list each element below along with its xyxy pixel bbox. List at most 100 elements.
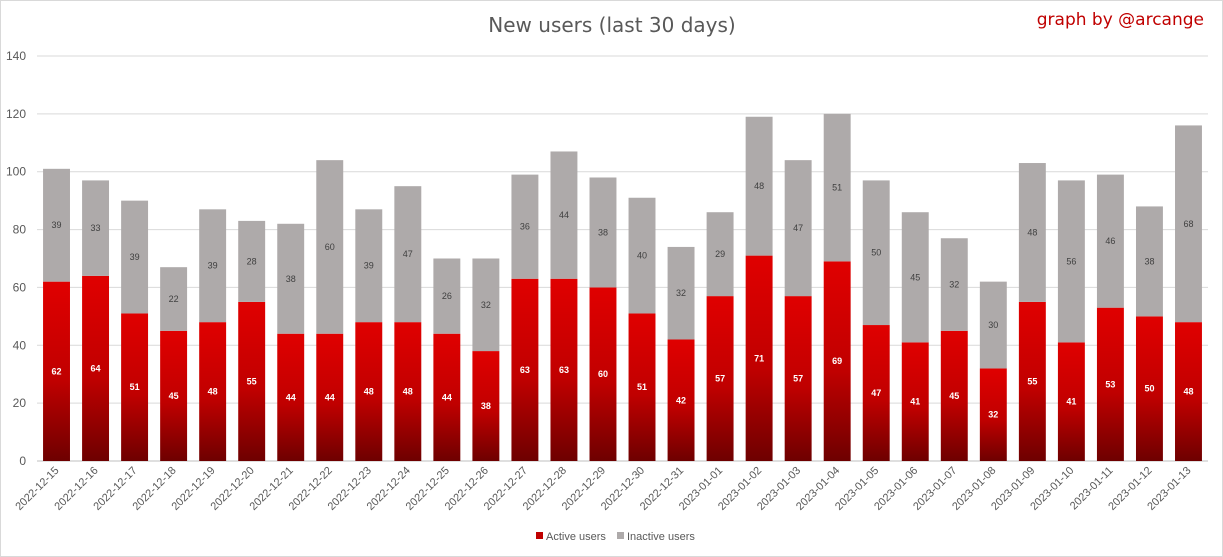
y-tick-label: 60 — [13, 280, 27, 294]
bar-inactive-users — [82, 180, 110, 276]
bar-active-users — [706, 296, 734, 461]
data-label-active-users: 48 — [1183, 387, 1193, 397]
bar-inactive-users — [1018, 163, 1046, 302]
data-label-inactive-users: 32 — [481, 300, 491, 310]
data-label-inactive-users: 48 — [1027, 227, 1037, 237]
data-label-inactive-users: 22 — [169, 294, 179, 304]
data-label-active-users: 57 — [793, 374, 803, 384]
bar-active-users — [121, 313, 149, 461]
bar-inactive-users — [199, 209, 227, 323]
bar-active-users — [43, 281, 70, 461]
bar-active-users — [355, 322, 383, 461]
bar-inactive-users — [706, 212, 734, 297]
data-label-active-users: 38 — [481, 401, 491, 411]
bar-inactive-users — [628, 197, 656, 314]
legend-label-inactive-users: Inactive users — [627, 531, 695, 543]
data-label-active-users: 51 — [637, 382, 647, 392]
bar-inactive-users — [940, 238, 968, 331]
bar-active-users — [82, 275, 110, 461]
bar-inactive-users — [550, 151, 578, 279]
data-label-active-users: 45 — [169, 391, 179, 401]
data-label-inactive-users: 47 — [403, 249, 413, 259]
bar-inactive-users — [901, 212, 929, 343]
bar-inactive-users — [433, 258, 461, 334]
bar-inactive-users — [784, 160, 812, 297]
data-label-inactive-users: 39 — [130, 252, 140, 262]
bar-inactive-users — [394, 186, 422, 323]
data-label-active-users: 44 — [442, 392, 452, 402]
data-label-active-users: 44 — [286, 392, 296, 402]
y-tick-label: 20 — [13, 396, 27, 410]
bar-active-users — [745, 255, 773, 461]
bar-active-users — [550, 278, 578, 461]
bar-active-users — [433, 333, 461, 461]
y-tick-label: 100 — [6, 165, 26, 179]
bar-active-users — [901, 342, 929, 461]
y-tick-label: 40 — [13, 338, 27, 352]
bar-active-users — [589, 287, 617, 461]
data-label-inactive-users: 40 — [637, 251, 647, 261]
bar-inactive-users — [121, 200, 149, 314]
bar-inactive-users — [823, 113, 851, 262]
data-label-inactive-users: 48 — [754, 181, 764, 191]
data-label-active-users: 48 — [208, 387, 218, 397]
bar-inactive-users — [667, 246, 695, 340]
data-label-active-users: 44 — [325, 392, 335, 402]
bar-active-users — [1135, 316, 1163, 461]
chart-credit: graph by @arcange — [1037, 10, 1204, 30]
bar-active-users — [862, 325, 890, 461]
data-label-active-users: 69 — [832, 356, 842, 366]
bar-inactive-users — [160, 267, 188, 331]
legend-swatch-active-users — [536, 532, 543, 539]
bar-inactive-users — [745, 116, 773, 256]
data-label-inactive-users: 32 — [949, 280, 959, 290]
data-label-inactive-users: 36 — [520, 222, 530, 232]
bars: 62 39 64 33 51 39 45 22 48 39 55 28 44 38 44 60 48 39 48 47… — [43, 113, 1202, 461]
data-label-inactive-users: 28 — [247, 256, 257, 266]
y-tick-label: 140 — [6, 49, 26, 63]
data-label-inactive-users: 39 — [52, 220, 62, 230]
bar-inactive-users — [1135, 206, 1163, 317]
bar-active-users — [1018, 301, 1046, 461]
data-label-active-users: 47 — [871, 388, 881, 398]
bar-active-users — [199, 322, 227, 461]
data-label-inactive-users: 26 — [442, 291, 452, 301]
bar-active-users — [511, 278, 539, 461]
y-tick-label: 80 — [13, 223, 27, 237]
y-tick-label: 0 — [19, 454, 26, 468]
bar-active-users — [316, 333, 344, 461]
bar-inactive-users — [862, 180, 890, 326]
chart-title: New users (last 30 days) — [488, 13, 735, 37]
y-tick-label: 120 — [6, 107, 26, 121]
data-label-inactive-users: 50 — [871, 248, 881, 258]
legend-label-active-users: Active users — [546, 531, 606, 543]
data-label-active-users: 71 — [754, 353, 764, 363]
bar-active-users — [784, 296, 812, 461]
data-label-active-users: 63 — [559, 365, 569, 375]
data-label-inactive-users: 38 — [286, 274, 296, 284]
bar-inactive-users — [1057, 180, 1085, 343]
data-label-active-users: 41 — [910, 397, 920, 407]
bar-inactive-users — [355, 209, 383, 323]
data-label-active-users: 62 — [52, 366, 62, 376]
bar-inactive-users — [589, 177, 617, 288]
bar-inactive-users — [316, 160, 344, 334]
y-axis-ticks: 0 20 40 60 80 100 120 140 — [6, 49, 26, 468]
data-label-inactive-users: 39 — [364, 261, 374, 271]
bar-active-users — [1057, 342, 1085, 461]
bar-inactive-users — [511, 174, 539, 279]
data-label-inactive-users: 39 — [208, 261, 218, 271]
data-label-active-users: 57 — [715, 374, 725, 384]
data-label-active-users: 63 — [520, 365, 530, 375]
data-label-active-users: 60 — [598, 369, 608, 379]
data-label-active-users: 53 — [1105, 379, 1115, 389]
bar-active-users — [628, 313, 656, 461]
data-label-inactive-users: 38 — [1144, 256, 1154, 266]
data-label-active-users: 55 — [1027, 376, 1037, 386]
bar-active-users — [160, 330, 188, 461]
bar-active-users — [472, 351, 500, 461]
data-label-inactive-users: 33 — [91, 223, 101, 233]
bar-active-users — [1175, 322, 1202, 461]
bar-active-users — [979, 368, 1007, 461]
